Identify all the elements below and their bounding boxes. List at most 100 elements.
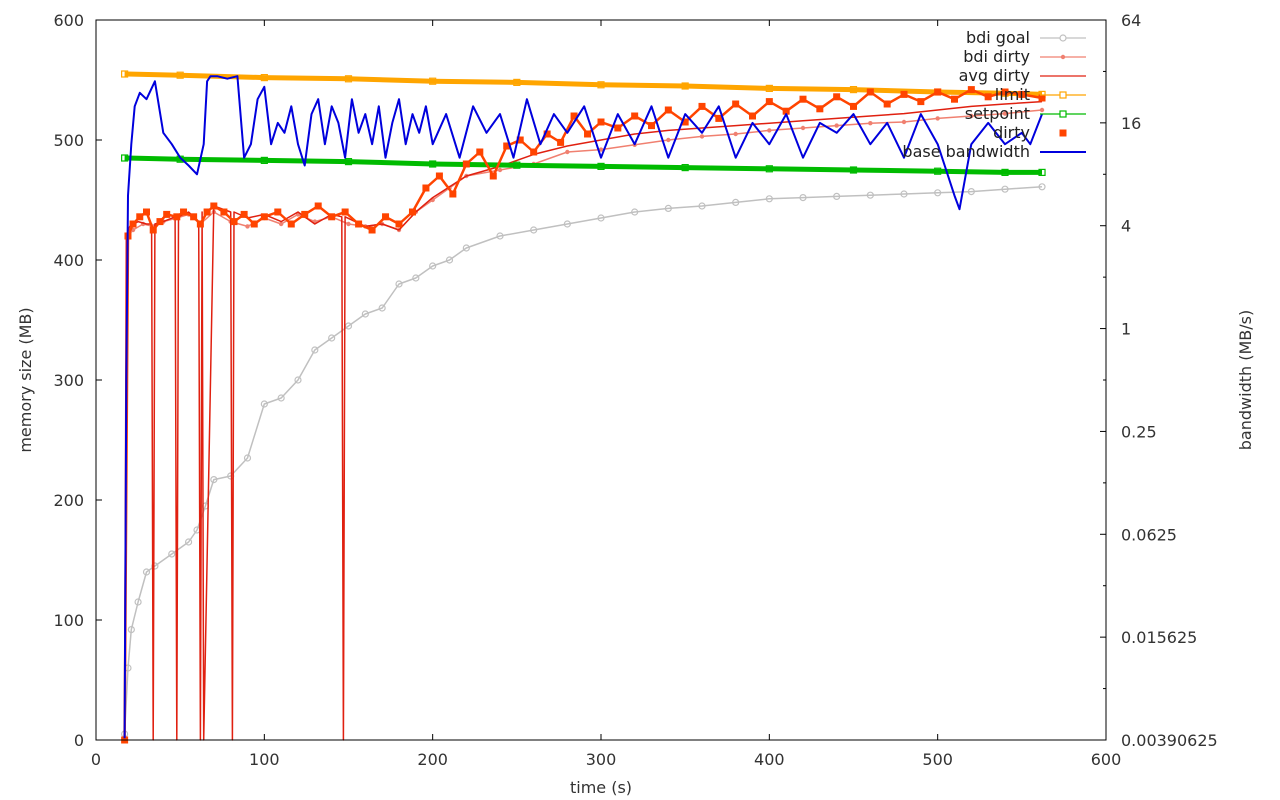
data-point (699, 134, 705, 139)
data-point (210, 476, 218, 484)
data-point (900, 190, 908, 198)
data-point (800, 125, 806, 131)
y-tick-label: 200 (53, 491, 84, 510)
legend-swatch-marker (1059, 91, 1067, 99)
data-point (412, 274, 420, 282)
data-point (489, 172, 497, 180)
data-point (134, 598, 142, 606)
x-tick-label: 600 (1091, 750, 1122, 769)
data-point (698, 202, 706, 210)
data-point (543, 130, 551, 138)
data-point (462, 160, 470, 168)
data-point (274, 208, 282, 216)
data-point (1038, 168, 1046, 176)
data-point (715, 114, 723, 122)
data-point (422, 184, 430, 192)
data-point (445, 256, 454, 264)
legend-entry: setpoint (965, 104, 1086, 123)
data-point (866, 191, 874, 199)
data-point (866, 88, 874, 96)
data-point (631, 112, 639, 120)
data-point (681, 118, 689, 126)
legend-label: bdi goal (966, 28, 1030, 47)
data-point (557, 138, 565, 146)
data-point (598, 147, 604, 152)
data-point (176, 71, 184, 79)
legend-entry: limit (995, 85, 1086, 104)
legend-entry: avg dirty (959, 66, 1086, 85)
data-point (368, 226, 376, 234)
series-layer (121, 70, 1046, 744)
data-point (597, 162, 605, 170)
data-point (497, 167, 503, 173)
data-point (278, 221, 284, 227)
y2-tick-label: 16 (1121, 114, 1141, 133)
x-tick-label: 500 (922, 750, 953, 769)
data-point (732, 100, 740, 108)
data-point (449, 190, 457, 198)
legend-swatch-marker (1059, 34, 1067, 42)
data-point (565, 149, 570, 155)
data-point (127, 625, 135, 634)
data-point (733, 131, 738, 137)
data-point (328, 334, 336, 342)
data-point (934, 167, 942, 175)
series-dirty (121, 86, 1046, 744)
data-point (163, 210, 171, 218)
data-point (631, 208, 639, 216)
data-point (765, 195, 773, 203)
data-point (934, 88, 942, 96)
y2-tick-label: 64 (1121, 11, 1141, 30)
data-point (196, 220, 204, 228)
data-point (833, 192, 841, 200)
data-point (967, 188, 975, 196)
data-point (190, 213, 198, 221)
series-line (124, 155, 1042, 175)
data-point (184, 538, 193, 546)
data-point (1001, 168, 1009, 176)
y-tick-label: 300 (53, 371, 84, 390)
data-point (429, 77, 437, 85)
data-point (435, 172, 443, 180)
data-point (173, 213, 181, 221)
data-point (260, 213, 268, 221)
y-axis-title: memory size (MB) (16, 307, 35, 452)
data-point (203, 208, 211, 216)
axes-layer: 0 100 200 300 400 500 60001002003004005006000.… (53, 11, 1217, 769)
data-point (935, 116, 940, 121)
legend-entry: bdi dirty (963, 47, 1086, 66)
legend-entry: base bandwidth (902, 142, 1086, 161)
data-point (149, 226, 157, 234)
x-tick-label: 0 (91, 750, 101, 769)
data-point (287, 220, 295, 228)
data-point (849, 85, 858, 94)
data-point (168, 550, 176, 558)
data-point (503, 142, 511, 150)
legend-label: dirty (993, 123, 1030, 142)
data-point (570, 112, 578, 120)
data-point (121, 154, 129, 162)
data-point (951, 95, 958, 103)
data-point (767, 128, 772, 133)
data-point (294, 376, 302, 384)
x-tick-label: 200 (417, 750, 448, 769)
data-point (563, 220, 571, 228)
data-point (868, 121, 873, 126)
data-point (513, 78, 521, 87)
data-point (156, 218, 164, 226)
data-point (833, 93, 841, 101)
data-point (799, 95, 807, 103)
y2-tick-label: 0.25 (1121, 422, 1157, 441)
y2-axis-title: bandwidth (MB/s) (1236, 310, 1255, 450)
data-point (260, 73, 268, 82)
data-point (260, 400, 268, 408)
data-point (408, 208, 416, 216)
legend-label: avg dirty (959, 66, 1030, 85)
data-point (834, 123, 839, 128)
data-point (210, 202, 218, 210)
data-point (462, 244, 470, 252)
y2-tick-label: 1 (1121, 320, 1131, 339)
data-point (476, 148, 484, 156)
